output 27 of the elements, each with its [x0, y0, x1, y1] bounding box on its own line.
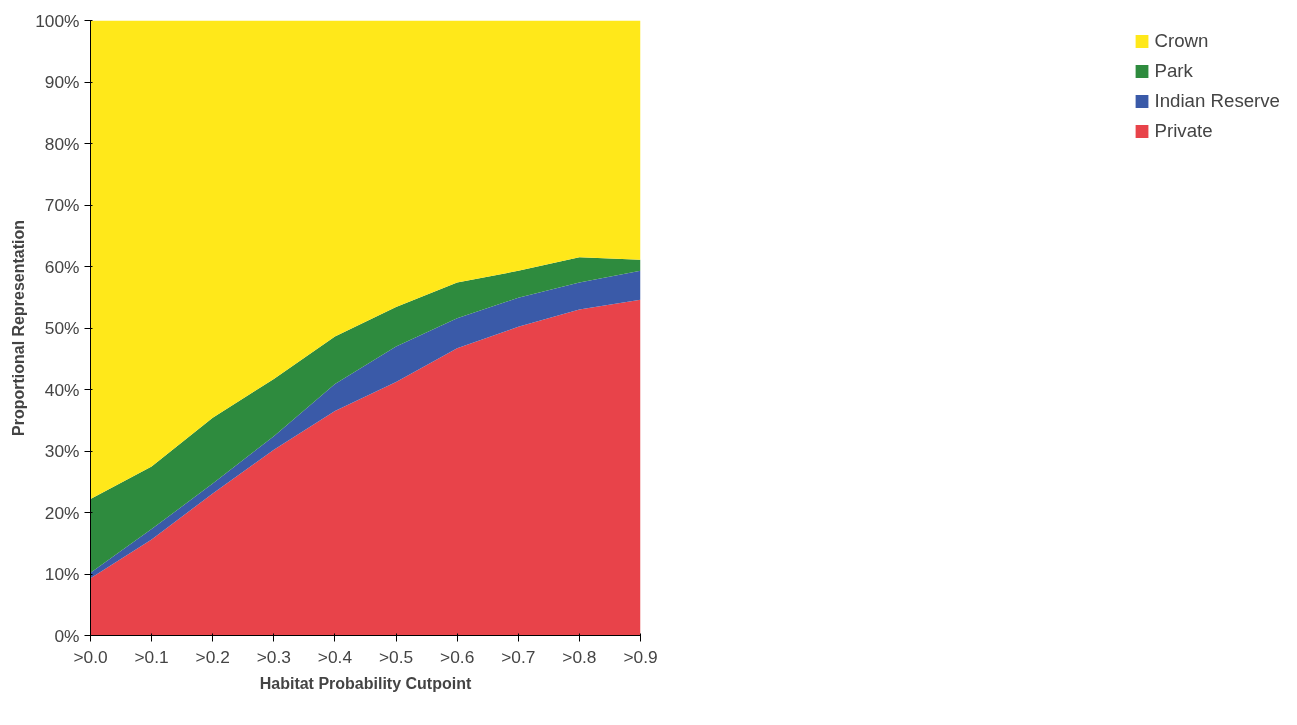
y-tick-label: 30% [44, 441, 80, 461]
x-tick-label: >0.4 [317, 646, 353, 667]
y-tick-label: 80% [44, 133, 80, 154]
legend-label: Indian Reserve [1154, 90, 1280, 112]
legend-label: Crown [1154, 30, 1209, 52]
legend-label: Park [1154, 60, 1193, 82]
x-tick-label: >0.7 [501, 646, 536, 667]
y-tick-label: 10% [44, 564, 80, 584]
y-axis-title: Proportional Representation [10, 219, 28, 437]
y-tick-label: 0% [54, 625, 80, 646]
x-tick-label: >0.3 [256, 646, 291, 667]
x-tick-label: >0.2 [195, 646, 230, 667]
x-axis-title: Habitat Probability Cutpoint [259, 674, 472, 692]
y-tick-label: 50% [44, 318, 80, 338]
x-tick-label: >0.0 [73, 646, 108, 667]
y-tick-label: 100% [35, 10, 80, 31]
legend-label: Private [1154, 120, 1213, 142]
y-tick-label: 20% [44, 502, 80, 523]
y-tick-label: 40% [44, 379, 80, 400]
x-tick-label: >0.9 [623, 646, 658, 667]
x-tick-label: >0.8 [562, 646, 597, 667]
y-tick-label: 70% [44, 195, 80, 215]
x-tick-label: >0.5 [378, 646, 414, 667]
y-tick-label: 90% [44, 72, 80, 92]
y-tick-label: 60% [44, 256, 80, 277]
x-tick-label: >0.6 [440, 646, 475, 667]
x-tick-label: >0.1 [134, 646, 169, 667]
